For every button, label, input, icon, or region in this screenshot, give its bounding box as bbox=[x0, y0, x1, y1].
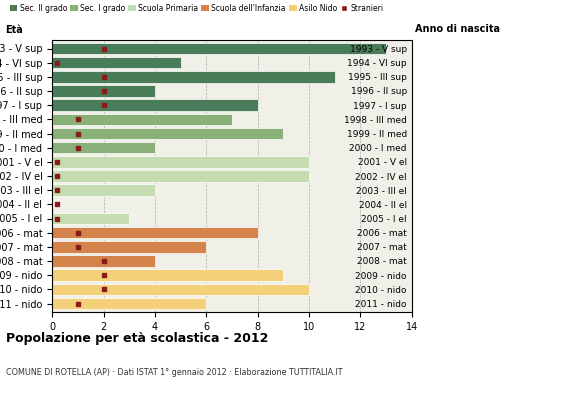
Text: COMUNE DI ROTELLA (AP) · Dati ISTAT 1° gennaio 2012 · Elaborazione TUTTITALIA.IT: COMUNE DI ROTELLA (AP) · Dati ISTAT 1° g… bbox=[6, 368, 342, 377]
Bar bbox=[52, 241, 206, 253]
Bar bbox=[52, 298, 206, 309]
Bar bbox=[52, 227, 258, 238]
Bar bbox=[52, 128, 284, 139]
Text: Anno di nascita: Anno di nascita bbox=[415, 24, 500, 34]
Bar bbox=[52, 71, 335, 83]
Bar bbox=[52, 184, 155, 196]
Text: Età: Età bbox=[5, 24, 23, 34]
Bar bbox=[52, 213, 129, 224]
Bar bbox=[52, 85, 155, 97]
Bar bbox=[52, 43, 386, 54]
Bar bbox=[52, 284, 309, 295]
Bar bbox=[52, 142, 155, 154]
Bar bbox=[52, 170, 309, 182]
Bar bbox=[52, 99, 258, 111]
Text: Popolazione per età scolastica - 2012: Popolazione per età scolastica - 2012 bbox=[6, 332, 268, 345]
Bar bbox=[52, 57, 180, 68]
Bar bbox=[52, 269, 284, 281]
Bar bbox=[52, 114, 232, 125]
Bar bbox=[52, 156, 309, 168]
Bar bbox=[52, 255, 155, 267]
Legend: Sec. II grado, Sec. I grado, Scuola Primaria, Scuola dell'Infanzia, Asilo Nido, : Sec. II grado, Sec. I grado, Scuola Prim… bbox=[10, 4, 383, 13]
